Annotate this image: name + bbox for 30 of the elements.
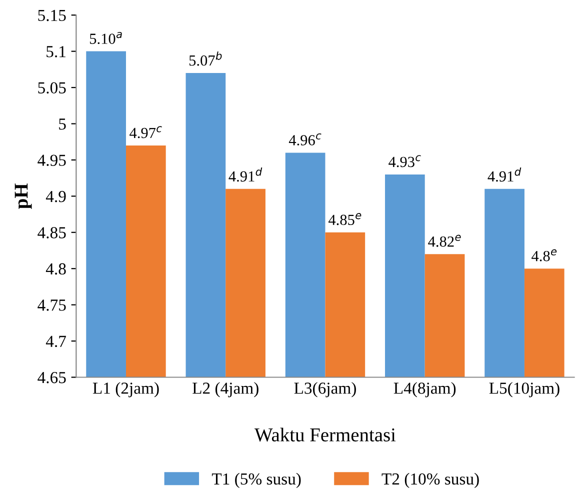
y-tick-label: 5.1 (46, 46, 66, 58)
x-tick-label: L4(8jam) (394, 382, 456, 398)
data-label: 4.96$^{c}$ (288, 133, 322, 146)
x-tick-label: L2 (4jam) (192, 382, 258, 398)
data-label: 4.8$^{e}$ (532, 249, 557, 262)
y-tick-label: 5.05 (38, 82, 66, 94)
data-label: 4.85$^{e}$ (328, 213, 362, 226)
legend-label: T2 (10% susu) (382, 472, 479, 488)
y-tick-label: 4.85 (38, 227, 66, 238)
data-label: 5.07$^{b}$ (189, 52, 222, 66)
data-label: 4.97$^{c}$ (130, 126, 162, 138)
legend-label: T1 (5% susu) (212, 472, 301, 488)
y-tick-label: 4.65 (38, 372, 66, 384)
x-axis-title: Waktu Fermentasi (254, 428, 396, 442)
y-tick-label: 4.7 (46, 336, 66, 348)
data-label: 5.10$^{a}$ (90, 32, 122, 44)
y-tick-label: 5.15 (38, 10, 66, 22)
x-tick-label: L1 (2jam) (92, 382, 159, 398)
y-tick-label: 4.9 (46, 190, 66, 202)
data-label: 4.91$^{d}$ (488, 167, 522, 182)
data-label: 4.93$^{c}$ (388, 155, 421, 168)
y-tick-label: 5 (59, 118, 66, 130)
y-tick-label: 4.95 (38, 154, 66, 166)
x-tick-label: L5(10jam) (489, 382, 560, 398)
y-tick-label: 4.8 (46, 263, 66, 275)
y-tick-label: 4.75 (38, 300, 66, 311)
data-label: 4.82$^{e}$ (428, 234, 461, 247)
y-axis-title: pH (14, 184, 32, 209)
data-label: 4.91$^{d}$ (228, 167, 262, 182)
x-tick-label: L3(6jam) (294, 382, 356, 398)
